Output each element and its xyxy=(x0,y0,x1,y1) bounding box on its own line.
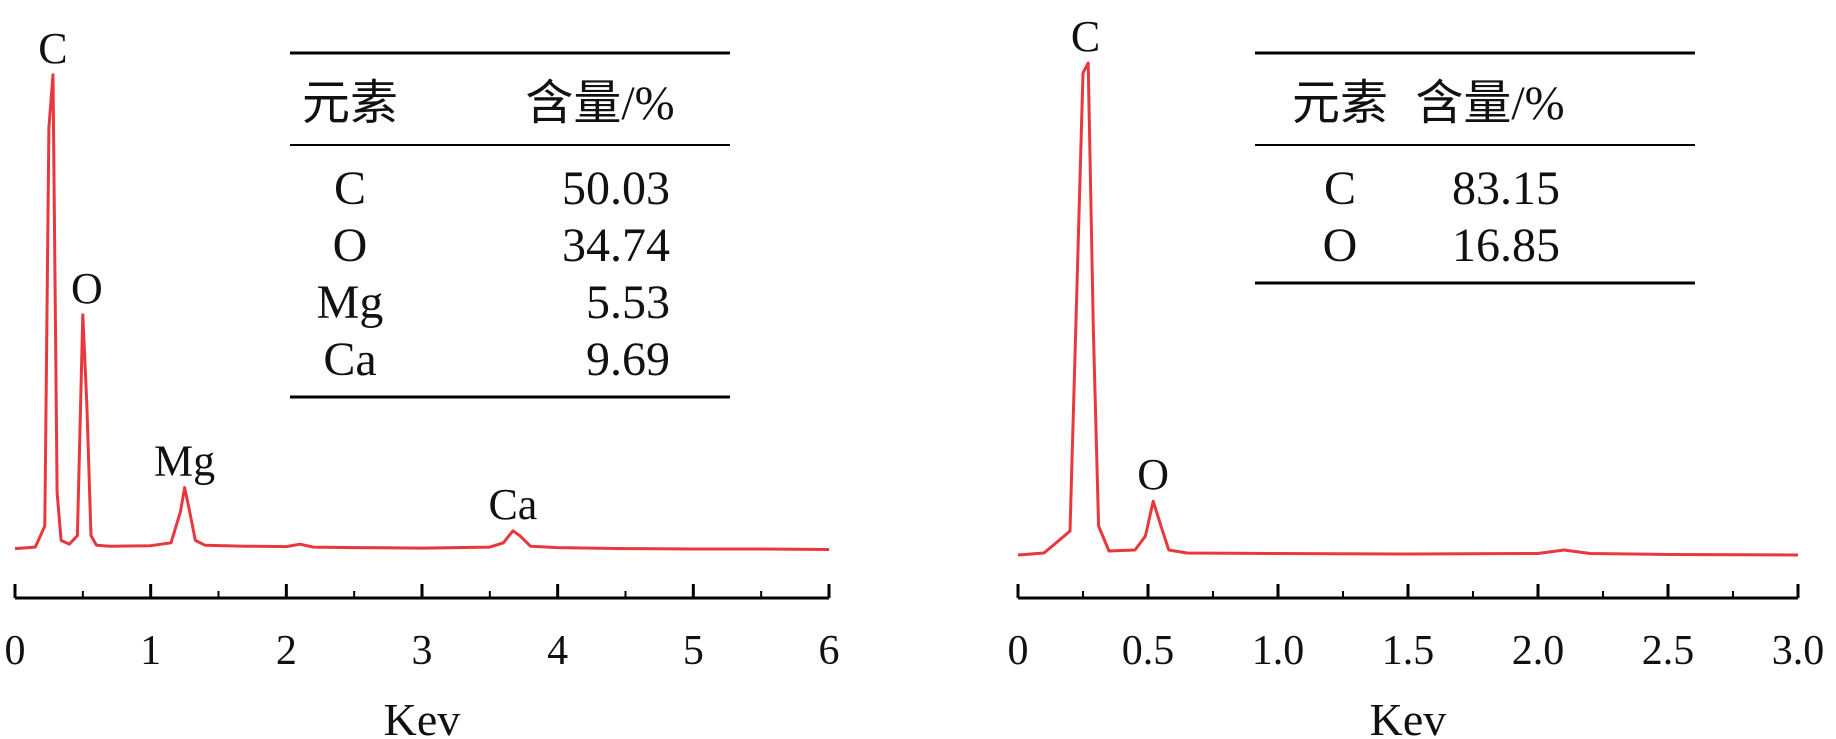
peak-label: C xyxy=(1071,12,1100,61)
x-tick-label: 1 xyxy=(140,628,161,674)
x-tick-label: 6 xyxy=(819,628,840,674)
table-cell-element: O xyxy=(333,219,368,272)
table-cell-element: Ca xyxy=(323,333,376,386)
spectrum-line xyxy=(1017,61,1799,557)
table-header-content: 含量/% xyxy=(1415,77,1564,130)
x-tick-label: 5 xyxy=(683,628,704,674)
table-cell-element: Mg xyxy=(317,276,384,329)
x-tick-label: 0 xyxy=(5,628,26,674)
composition-table: 元素 含量/% C 50.03 O 34.74 Mg 5.53 Ca 9.69 xyxy=(290,51,730,399)
x-axis-title: Kev xyxy=(384,694,461,739)
x-tick-label: 1.5 xyxy=(1382,628,1435,674)
table-header-content: 含量/% xyxy=(525,77,674,130)
x-tick-label: 0.5 xyxy=(1122,628,1175,674)
table-cell-content: 5.53 xyxy=(586,276,670,329)
x-tick-label: 3 xyxy=(412,628,433,674)
peak-label: O xyxy=(71,264,103,313)
table-cell-content: 83.15 xyxy=(1452,162,1560,215)
x-tick-label: 2.0 xyxy=(1512,628,1565,674)
table-cell-content: 34.74 xyxy=(562,219,670,272)
peak-label: Ca xyxy=(488,480,537,529)
x-tick-label: 0 xyxy=(1008,628,1029,674)
composition-table: 元素 含量/% C 83.15 O 16.85 xyxy=(1255,51,1695,285)
table-cell-element: C xyxy=(1324,162,1356,215)
peak-label: C xyxy=(38,24,67,73)
table-cell-content: 16.85 xyxy=(1452,219,1560,272)
x-tick-label: 4 xyxy=(547,628,568,674)
spectrum-line xyxy=(14,73,830,551)
table-cell-content: 9.69 xyxy=(586,333,670,386)
peak-label: O xyxy=(1137,450,1169,499)
table-cell-content: 50.03 xyxy=(562,162,670,215)
peak-label: Mg xyxy=(154,437,215,486)
table-cell-element: C xyxy=(334,162,366,215)
x-tick-label: 3.0 xyxy=(1772,628,1825,674)
x-tick-label: 1.0 xyxy=(1252,628,1305,674)
x-axis-title: Kev xyxy=(1370,694,1447,739)
table-header-element: 元素 xyxy=(1292,77,1388,130)
x-tick-label: 2.5 xyxy=(1642,628,1695,674)
x-tick-label: 2 xyxy=(276,628,297,674)
table-header-element: 元素 xyxy=(302,77,398,130)
table-cell-element: O xyxy=(1323,219,1358,272)
